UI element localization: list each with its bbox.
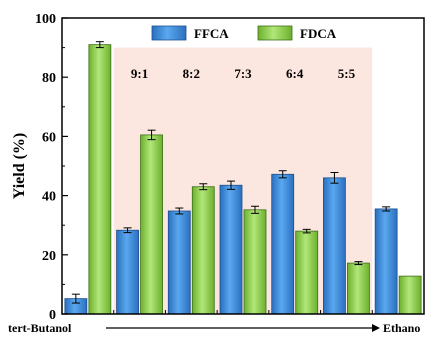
- bar-ffca: [219, 184, 243, 315]
- axes-group: 0 20 40 60 80 100: [35, 12, 425, 323]
- x-axis-arrow: [106, 324, 380, 332]
- x-axis-start-label: tert-Butanol: [8, 321, 72, 335]
- category-label: 6:4: [286, 66, 304, 81]
- bar-fdca: [295, 230, 319, 315]
- bar-fdca: [347, 262, 370, 315]
- bar-fdca: [88, 44, 112, 315]
- legend-label-fdca: FDCA: [300, 26, 337, 41]
- bar-fdca: [191, 186, 215, 315]
- y-tick-label: 80: [42, 71, 56, 86]
- bar-ffca: [374, 208, 398, 315]
- legend-swatch-ffca: [151, 25, 187, 41]
- y-tick-label: 20: [42, 249, 56, 264]
- y-tick-label: 60: [42, 130, 56, 145]
- bar-fdca: [398, 275, 422, 315]
- bar-ffca: [167, 210, 191, 315]
- legend-swatch-fdca: [257, 25, 293, 41]
- category-label: 8:2: [183, 66, 200, 81]
- x-axis-end-label: Ethano: [383, 321, 420, 335]
- y-axis-label: Yield (%): [11, 133, 28, 200]
- legend: FFCA FDCA: [151, 25, 337, 41]
- bar-ffca: [116, 229, 139, 315]
- category-label: 7:3: [234, 66, 252, 81]
- bar-fdca: [140, 134, 163, 315]
- legend-label-ffca: FFCA: [194, 26, 229, 41]
- y-tick-label: 40: [42, 190, 56, 205]
- category-label: 9:1: [131, 66, 148, 81]
- bar-ffca: [271, 173, 295, 315]
- y-tick-label: 0: [49, 308, 56, 323]
- arrow-head: [372, 324, 380, 332]
- y-tick-label: 100: [35, 12, 56, 27]
- bars-group: 9:1 8:2 7:3 6:4 5:5: [64, 41, 422, 315]
- category-label: 5:5: [338, 66, 356, 81]
- bar-fdca: [243, 209, 267, 315]
- bar-ffca: [323, 177, 346, 315]
